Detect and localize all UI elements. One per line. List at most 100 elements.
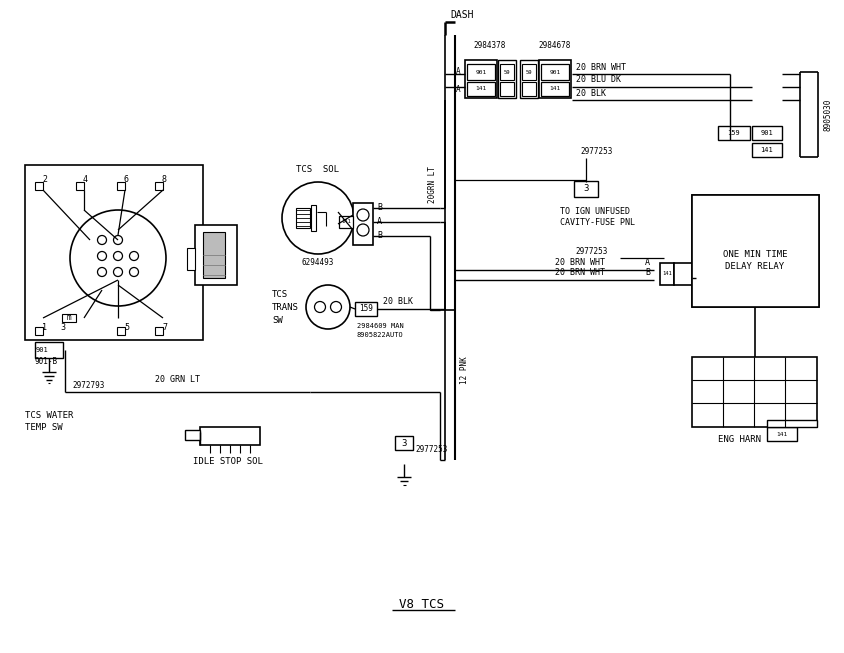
Circle shape bbox=[129, 268, 138, 276]
Bar bbox=[467, 64, 495, 80]
Bar bbox=[659, 263, 674, 285]
Text: m: m bbox=[67, 313, 71, 323]
Text: 901: 901 bbox=[549, 69, 560, 74]
Text: 141: 141 bbox=[475, 86, 486, 91]
Text: 141: 141 bbox=[341, 219, 350, 225]
Bar bbox=[751, 126, 781, 140]
Text: TO IGN UNFUSED: TO IGN UNFUSED bbox=[560, 208, 630, 217]
Text: 901-B: 901-B bbox=[35, 357, 58, 366]
Circle shape bbox=[97, 236, 106, 244]
Bar bbox=[573, 181, 598, 197]
Text: 20 BLK: 20 BLK bbox=[576, 89, 605, 97]
Circle shape bbox=[113, 251, 122, 261]
Text: 6: 6 bbox=[124, 176, 129, 185]
Text: SW: SW bbox=[272, 317, 283, 325]
Text: TEMP SW: TEMP SW bbox=[25, 424, 62, 432]
Text: 3: 3 bbox=[401, 439, 406, 447]
Text: TCS  SOL: TCS SOL bbox=[296, 165, 339, 174]
Text: ONE MIN TIME: ONE MIN TIME bbox=[722, 251, 787, 259]
Text: 1: 1 bbox=[42, 323, 47, 332]
Text: 2977253: 2977253 bbox=[574, 247, 607, 257]
Text: 141: 141 bbox=[760, 147, 772, 153]
Text: 901: 901 bbox=[475, 69, 486, 74]
Text: 2972793: 2972793 bbox=[72, 381, 105, 390]
Circle shape bbox=[129, 251, 138, 261]
Circle shape bbox=[306, 285, 349, 329]
Text: 20 BLU DK: 20 BLU DK bbox=[576, 76, 620, 84]
Bar bbox=[464, 60, 496, 98]
Bar bbox=[154, 182, 163, 190]
Bar bbox=[394, 436, 413, 450]
Bar bbox=[497, 60, 516, 98]
Text: 20 BLK: 20 BLK bbox=[382, 298, 413, 306]
Text: TRANS: TRANS bbox=[272, 304, 299, 313]
Text: 141: 141 bbox=[776, 432, 787, 436]
Bar bbox=[540, 64, 568, 80]
Text: TCS: TCS bbox=[272, 291, 288, 300]
Circle shape bbox=[356, 209, 369, 221]
Text: IDLE STOP SOL: IDLE STOP SOL bbox=[192, 456, 262, 466]
Bar bbox=[154, 327, 163, 335]
Text: A: A bbox=[644, 259, 649, 268]
Bar bbox=[766, 427, 796, 441]
Text: 3: 3 bbox=[60, 323, 65, 332]
Text: 2977253: 2977253 bbox=[414, 445, 446, 454]
Text: B: B bbox=[376, 232, 381, 240]
Bar bbox=[540, 82, 568, 96]
Text: 5: 5 bbox=[124, 323, 129, 332]
Text: 159: 159 bbox=[359, 304, 372, 313]
Bar bbox=[522, 82, 535, 96]
Text: 2984678: 2984678 bbox=[538, 40, 570, 50]
Bar bbox=[195, 225, 236, 285]
Bar bbox=[295, 208, 310, 228]
Circle shape bbox=[356, 224, 369, 236]
Text: 12 PNK: 12 PNK bbox=[460, 356, 469, 384]
Text: 2: 2 bbox=[42, 176, 47, 185]
Circle shape bbox=[113, 236, 122, 244]
Bar bbox=[500, 64, 513, 80]
Bar bbox=[185, 430, 200, 440]
Bar bbox=[35, 182, 43, 190]
Bar bbox=[691, 195, 818, 307]
Bar bbox=[674, 263, 695, 285]
Text: A: A bbox=[455, 67, 459, 76]
Bar bbox=[338, 216, 353, 228]
Bar bbox=[500, 82, 513, 96]
Text: 159: 159 bbox=[727, 130, 739, 136]
Text: 20 BRN WHT: 20 BRN WHT bbox=[576, 63, 625, 71]
Text: 20 BRN WHT: 20 BRN WHT bbox=[555, 268, 604, 278]
Bar bbox=[76, 182, 84, 190]
Text: TCS WATER: TCS WATER bbox=[25, 411, 73, 419]
Text: DASH: DASH bbox=[450, 10, 473, 20]
Text: 8905030: 8905030 bbox=[823, 99, 831, 131]
Text: V8 TCS: V8 TCS bbox=[399, 599, 444, 611]
Bar bbox=[717, 126, 749, 140]
Bar bbox=[203, 232, 225, 278]
Bar bbox=[187, 248, 195, 270]
Text: ENG HARN: ENG HARN bbox=[717, 436, 760, 445]
Text: 901: 901 bbox=[760, 130, 772, 136]
Bar bbox=[519, 60, 538, 98]
Bar bbox=[522, 64, 535, 80]
Text: 6294493: 6294493 bbox=[301, 259, 333, 268]
Bar bbox=[35, 327, 43, 335]
Bar bbox=[691, 357, 816, 427]
Bar bbox=[35, 342, 63, 358]
Text: 59: 59 bbox=[503, 69, 510, 74]
Text: DELAY RELAY: DELAY RELAY bbox=[725, 263, 783, 272]
Bar bbox=[116, 182, 125, 190]
Circle shape bbox=[330, 302, 341, 313]
Bar bbox=[766, 420, 816, 427]
Text: B: B bbox=[376, 204, 381, 212]
Text: 7: 7 bbox=[162, 323, 167, 332]
Circle shape bbox=[97, 251, 106, 261]
Bar bbox=[311, 205, 316, 231]
Text: 901: 901 bbox=[36, 347, 49, 353]
Bar bbox=[354, 302, 376, 316]
Text: A: A bbox=[455, 84, 459, 93]
Bar bbox=[116, 327, 125, 335]
Bar bbox=[691, 195, 818, 307]
Bar bbox=[353, 203, 372, 245]
Text: A: A bbox=[376, 217, 381, 227]
Circle shape bbox=[70, 210, 165, 306]
